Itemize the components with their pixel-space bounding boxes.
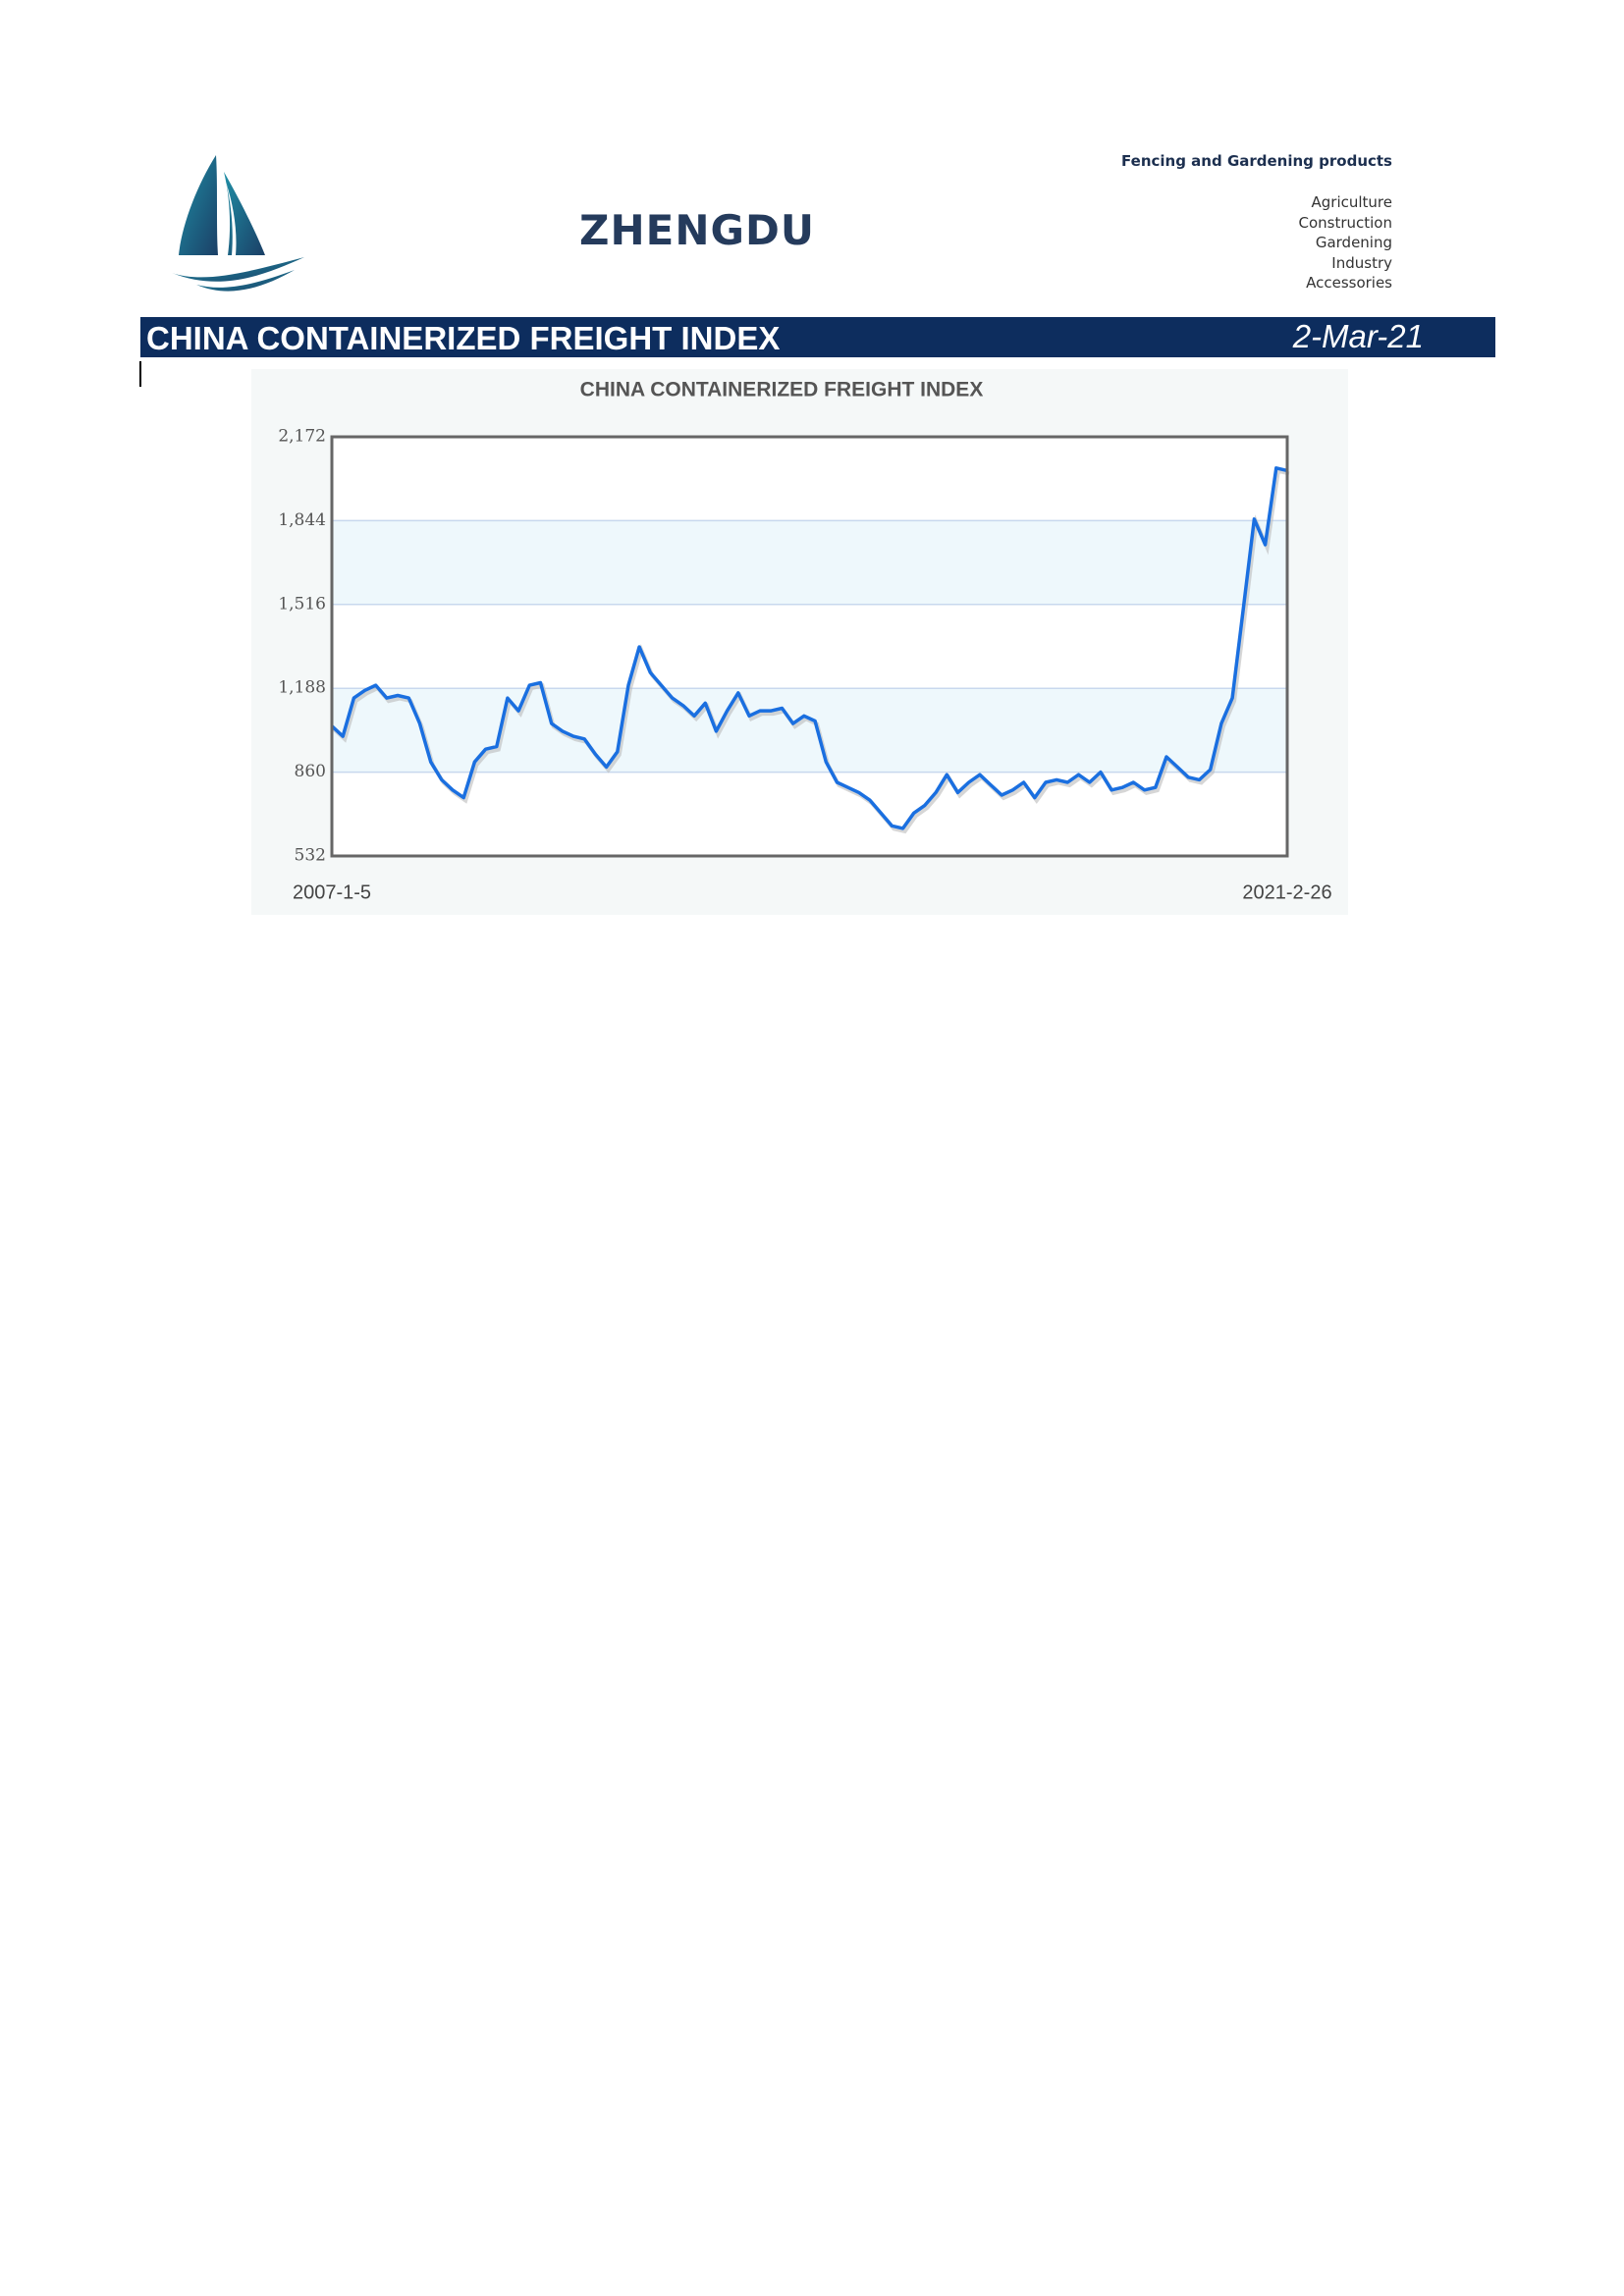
y-tick-label: 1,844	[278, 510, 326, 530]
grid-band	[332, 520, 1287, 605]
line-shadow	[332, 468, 1290, 834]
logo	[172, 155, 304, 292]
plot-border	[330, 435, 1289, 858]
banner-title: CHINA CONTAINERIZED FREIGHT INDEX	[146, 320, 781, 356]
product-list: Agriculture Construction Gardening Indus…	[1298, 192, 1392, 294]
y-tick-label: 1,188	[278, 678, 326, 698]
y-tick-label: 532	[295, 846, 326, 866]
banner-date: 2-Mar-21	[1292, 318, 1424, 354]
x-tick-label: 2007-1-5	[293, 881, 371, 903]
chart-title: CHINA CONTAINERIZED FREIGHT INDEX	[580, 379, 984, 401]
product: Construction	[1298, 213, 1392, 232]
grid-band	[332, 688, 1287, 773]
cursor	[139, 361, 141, 387]
product: Industry	[1331, 253, 1392, 272]
tagline: Fencing and Gardening products	[1121, 152, 1392, 170]
product: Agriculture	[1311, 193, 1393, 211]
product: Accessories	[1306, 274, 1392, 293]
y-tick-label: 2,172	[278, 427, 326, 447]
company-name: ZHENGDU	[579, 206, 815, 254]
chart: CHINA CONTAINERIZED FREIGHT INDEX 532 860…	[251, 369, 1348, 915]
y-tick-label: 1,516	[278, 594, 326, 614]
product: Gardening	[1315, 234, 1392, 252]
x-tick-label: 2021-2-26	[1242, 881, 1331, 903]
y-tick-label: 860	[295, 762, 326, 781]
line	[330, 466, 1288, 830]
banner: CHINA CONTAINERIZED FREIGHT INDEX 2-Mar-…	[140, 317, 1495, 357]
